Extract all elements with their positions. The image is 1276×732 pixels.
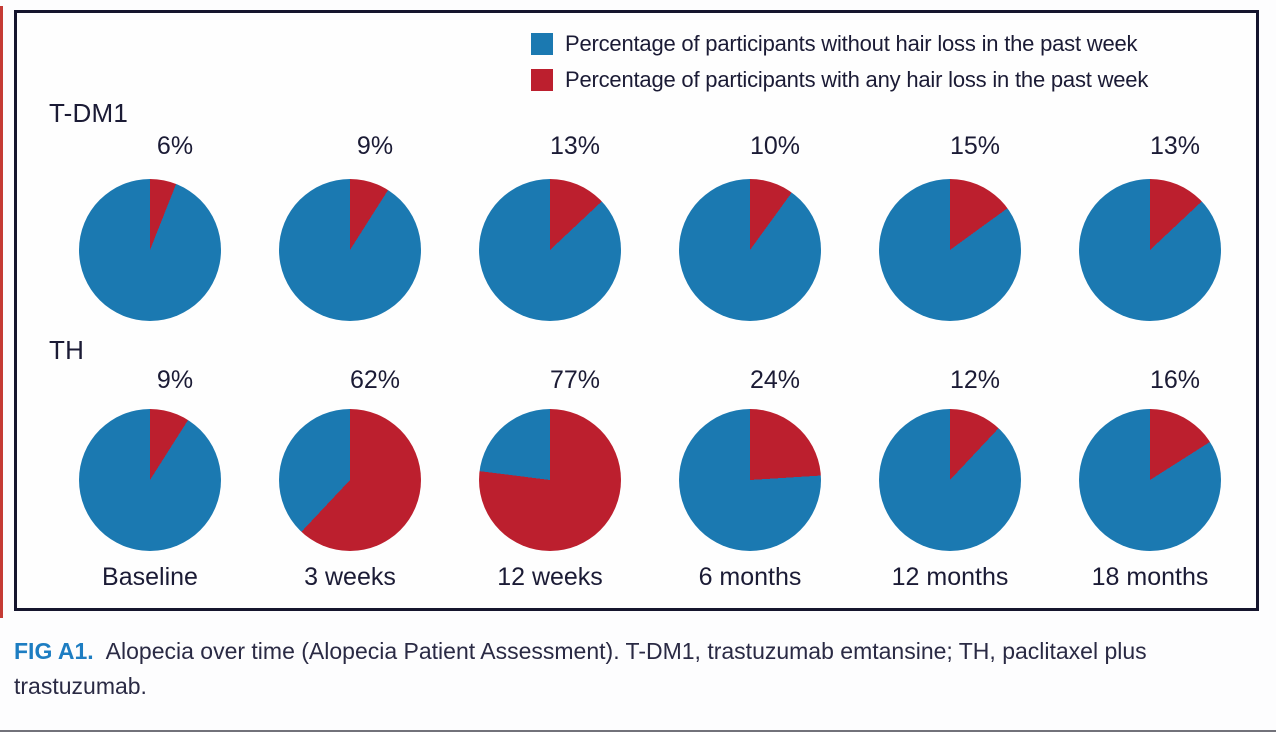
- percent-label-tdm1-baseline: 6%: [156, 132, 194, 160]
- pie-chart-tdm1-12-weeks: [479, 179, 621, 321]
- legend-swatch-without-hair-loss: [531, 33, 553, 55]
- figure-caption: FIG A1. Alopecia over time (Alopecia Pati…: [14, 634, 1262, 704]
- legend: Percentage of participants without hair …: [531, 31, 1148, 103]
- figure-frame: Percentage of participants without hair …: [14, 10, 1259, 611]
- pie-row-th: [50, 409, 1250, 551]
- percent-label-th-12-months: 12%: [949, 366, 1001, 394]
- percent-label-tdm1-18-months: 13%: [1149, 132, 1201, 160]
- pie-chart-th-12-weeks: [479, 409, 621, 551]
- percent-label-th-baseline: 9%: [156, 366, 194, 394]
- pie-chart-tdm1-18-months: [1079, 179, 1221, 321]
- legend-item-with-hair-loss: Percentage of participants with any hair…: [531, 67, 1148, 93]
- percent-label-tdm1-12-weeks: 13%: [549, 132, 601, 160]
- percent-label-th-12-weeks: 77%: [549, 366, 601, 394]
- percent-label-tdm1-12-months: 15%: [949, 132, 1001, 160]
- pie-chart-tdm1-6-months: [679, 179, 821, 321]
- time-axis-row: Baseline 3 weeks 12 weeks 6 months 12 mo…: [50, 563, 1250, 592]
- pie-chart-tdm1-3-weeks: [279, 179, 421, 321]
- legend-swatch-with-hair-loss: [531, 69, 553, 91]
- axis-label-18-months: 18 months: [1091, 563, 1209, 591]
- figure-caption-text: Alopecia over time (Alopecia Patient Ass…: [14, 638, 1147, 699]
- axis-label-12-weeks: 12 weeks: [497, 563, 603, 591]
- axis-label-6-months: 6 months: [698, 563, 802, 591]
- pie-chart-tdm1-12-months: [879, 179, 1021, 321]
- pie-chart-th-3-weeks: [279, 409, 421, 551]
- percent-row-tdm1: 6% 9% 13% 10% 15% 13%: [50, 132, 1250, 161]
- legend-label-with-hair-loss: Percentage of participants with any hair…: [565, 67, 1149, 92]
- pie-row-tdm1: [50, 179, 1250, 321]
- pie-chart-th-12-months: [879, 409, 1021, 551]
- pie-chart-tdm1-baseline: [79, 179, 221, 321]
- series-label-th: TH: [49, 335, 85, 365]
- pie-chart-th-18-months: [1079, 409, 1221, 551]
- bottom-edge-strip: [0, 730, 1276, 732]
- percent-label-tdm1-3-weeks: 9%: [356, 132, 394, 160]
- figure-caption-label: FIG A1.: [14, 638, 94, 664]
- left-edge-accent: [0, 6, 3, 618]
- axis-label-3-weeks: 3 weeks: [304, 563, 396, 591]
- percent-label-th-18-months: 16%: [1149, 366, 1201, 394]
- axis-label-12-months: 12 months: [891, 563, 1009, 591]
- legend-item-without-hair-loss: Percentage of participants without hair …: [531, 31, 1148, 57]
- pie-chart-th-baseline: [79, 409, 221, 551]
- percent-row-th: 9% 62% 77% 24% 12% 16%: [50, 366, 1250, 395]
- axis-label-baseline: Baseline: [102, 563, 198, 591]
- legend-label-without-hair-loss: Percentage of participants without hair …: [565, 31, 1138, 56]
- percent-label-tdm1-6-months: 10%: [749, 132, 801, 160]
- percent-label-th-6-months: 24%: [749, 366, 801, 394]
- percent-label-th-3-weeks: 62%: [349, 366, 401, 394]
- series-label-tdm1: T-DM1: [49, 98, 128, 128]
- pie-chart-th-6-months: [679, 409, 821, 551]
